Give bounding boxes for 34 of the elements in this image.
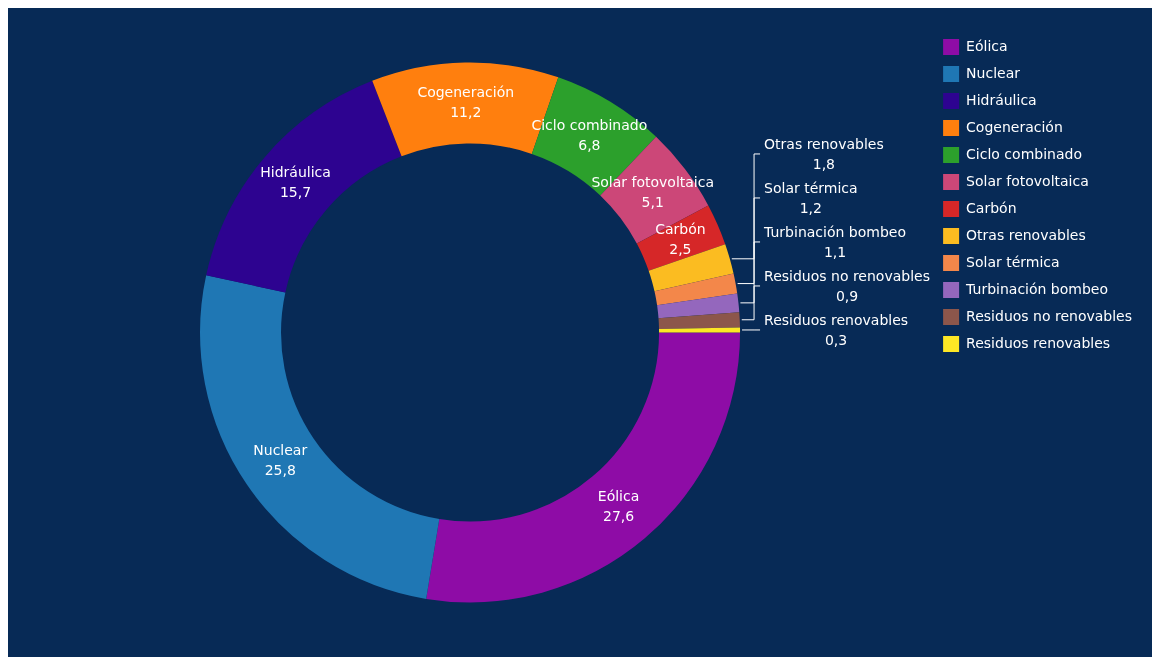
data-label: 25,8 — [264, 462, 296, 479]
slice-label: Residuos no renovables — [764, 267, 930, 284]
legend-label: Solar fotovoltaica — [966, 172, 1089, 189]
slice-label: Carbón — [655, 221, 706, 238]
data-label: 0,3 — [824, 331, 848, 348]
data-label: 1,2 — [799, 199, 822, 216]
legend-label: Ciclo combinado — [966, 145, 1082, 162]
legend-label: Nuclear — [966, 64, 1021, 81]
data-label: 1,8 — [812, 155, 835, 172]
slice-label: Hidráulica — [260, 164, 331, 181]
legend-label: Otras renovables — [966, 226, 1086, 243]
slice-label: Cogeneración — [417, 83, 515, 100]
data-label: 27,6 — [602, 508, 635, 525]
legend-label: Carbón — [966, 199, 1017, 216]
slice-label: Nuclear — [253, 442, 308, 459]
legend-label: Eólica — [966, 37, 1008, 54]
slice-label: Otras renovables — [764, 135, 884, 152]
slice-label: Turbinación bombeo — [763, 223, 906, 240]
slice-label: Residuos renovables — [764, 311, 909, 328]
legend-label: Cogeneración — [966, 118, 1063, 135]
legend-label: Turbinación bombeo — [965, 280, 1109, 297]
data-label: 1,1 — [823, 243, 847, 260]
slice-label: Solar térmica — [764, 179, 858, 196]
data-label: 15,7 — [279, 184, 312, 201]
data-label: 11,2 — [450, 103, 482, 120]
data-label: 5,1 — [641, 194, 664, 211]
legend-label: Residuos renovables — [966, 334, 1111, 351]
data-label: 0,9 — [835, 287, 859, 304]
legend-label: Residuos no renovables — [966, 307, 1132, 324]
legend-label: Solar térmica — [966, 253, 1060, 270]
legend-label: Hidráulica — [966, 91, 1037, 108]
data-label: 6,8 — [578, 137, 601, 154]
data-label: 2,5 — [669, 241, 692, 258]
slice-label: Eólica — [597, 488, 640, 505]
